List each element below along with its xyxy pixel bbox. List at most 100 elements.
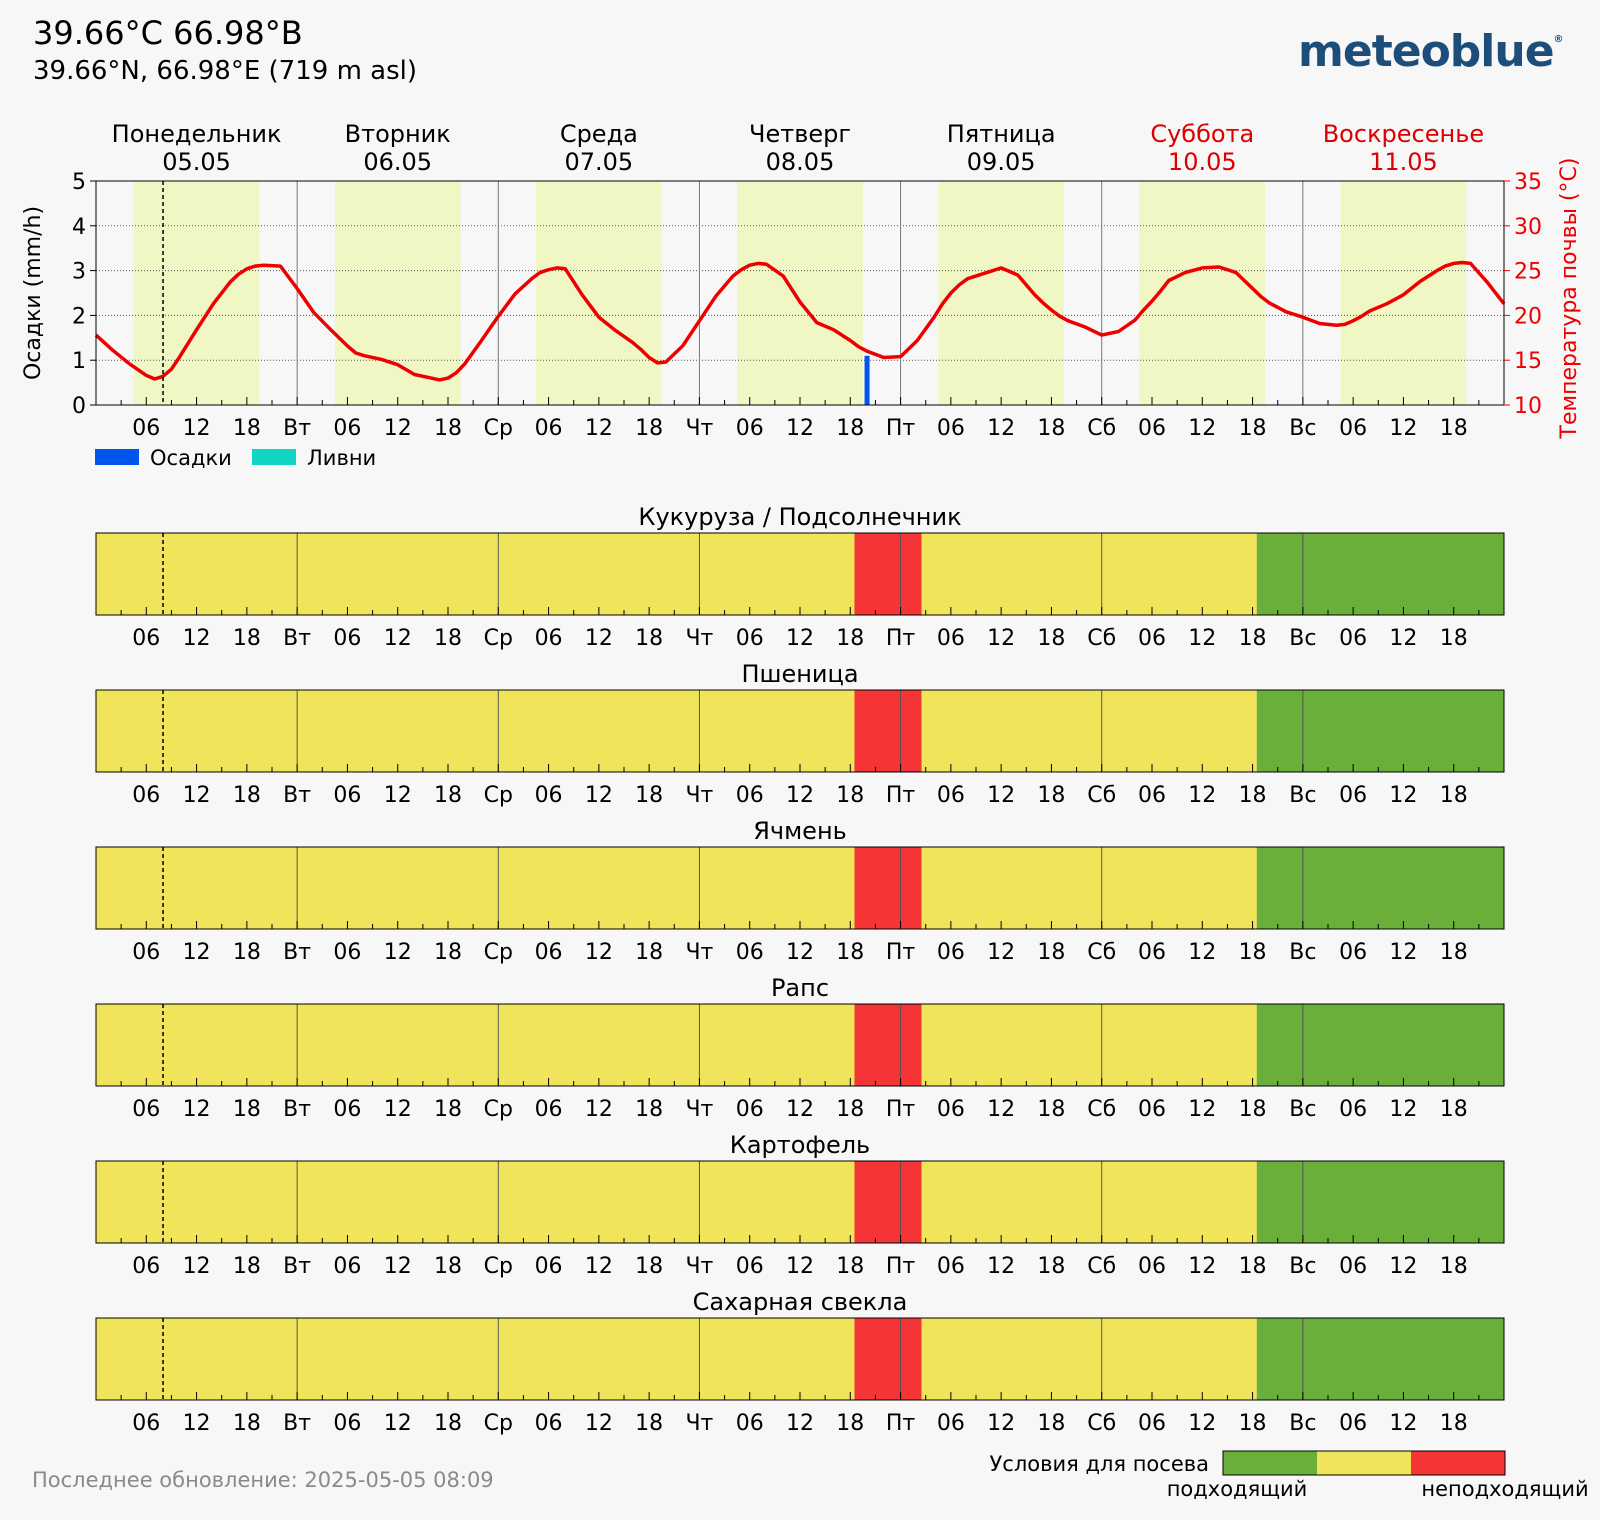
crop-1-hour-tick-label: 12: [585, 783, 613, 808]
day-date-5: 10.05: [1168, 148, 1237, 176]
crop-5-hour-tick-label: 18: [1440, 1411, 1468, 1436]
crop-0-hour-tick-label: 18: [233, 626, 261, 651]
crop-1-hour-tick-label: 06: [1339, 783, 1367, 808]
crop-5-hour-tick-label: 06: [1339, 1411, 1367, 1436]
main-hour-tick-label: 12: [585, 416, 613, 441]
crop-condition-segment: [1256, 533, 1504, 615]
crop-2-hour-tick-label: 18: [836, 940, 864, 965]
crop-5-day-tick-label: Сб: [1087, 1411, 1116, 1436]
crop-1-hour-tick-label: 12: [384, 783, 412, 808]
crop-2-day-tick-label: Чт: [685, 940, 713, 965]
crop-1-hour-tick-label: 06: [1138, 783, 1166, 808]
crop-0-hour-tick-label: 12: [1188, 626, 1216, 651]
crop-3-hour-tick-label: 06: [535, 1097, 563, 1122]
daylight-band: [133, 181, 260, 405]
crop-0-hour-tick-label: 18: [635, 626, 663, 651]
crop-2-hour-tick-label: 06: [132, 940, 160, 965]
crop-5-hour-tick-label: 12: [786, 1411, 814, 1436]
crop-3-hour-tick-label: 18: [233, 1097, 261, 1122]
crop-condition-segment: [96, 1004, 855, 1086]
crop-1-hour-tick-label: 12: [1188, 783, 1216, 808]
crop-1-hour-tick-label: 06: [937, 783, 965, 808]
crop-2-hour-tick-label: 12: [585, 940, 613, 965]
legend-unsuitable-swatch: [1411, 1451, 1505, 1475]
crop-5-hour-tick-label: 18: [1239, 1411, 1267, 1436]
crop-3-hour-tick-label: 06: [132, 1097, 160, 1122]
crop-condition-segment: [96, 690, 855, 772]
crop-5-hour-tick-label: 06: [1138, 1411, 1166, 1436]
crop-4-day-tick-label: Сб: [1087, 1254, 1116, 1279]
crop-0-hour-tick-label: 12: [384, 626, 412, 651]
day-name-2: Среда: [560, 120, 638, 148]
crop-1-hour-tick-label: 18: [434, 783, 462, 808]
crop-condition-segment: [921, 533, 1257, 615]
crop-0-hour-tick-label: 12: [183, 626, 211, 651]
crop-2-hour-tick-label: 12: [384, 940, 412, 965]
main-hour-tick-label: 18: [233, 416, 261, 441]
main-hour-tick-label: 18: [1239, 416, 1267, 441]
crop-0-hour-tick-label: 18: [836, 626, 864, 651]
main-day-tick-label: Ср: [484, 416, 513, 441]
sowing-legend-frame: [1222, 1450, 1506, 1476]
crop-2-hour-tick-label: 06: [1138, 940, 1166, 965]
main-hour-tick-label: 12: [1389, 416, 1417, 441]
crop-2-hour-tick-label: 18: [1037, 940, 1065, 965]
crop-3-hour-tick-label: 06: [736, 1097, 764, 1122]
crop-5-day-tick-label: Ср: [484, 1411, 513, 1436]
crop-condition-segment: [96, 1318, 855, 1400]
meteoblue-logo[interactable]: meteoblue®: [1298, 26, 1564, 77]
crop-condition-segment: [1256, 690, 1504, 772]
main-hour-tick-label: 18: [434, 416, 462, 441]
crop-4-hour-tick-label: 12: [183, 1254, 211, 1279]
crop-3-hour-tick-label: 18: [1440, 1097, 1468, 1122]
day-name-5: Суббота: [1150, 120, 1254, 148]
crop-5-hour-tick-label: 06: [333, 1411, 361, 1436]
crop-2-hour-tick-label: 18: [1440, 940, 1468, 965]
crop-5-day-tick-label: Вс: [1289, 1411, 1316, 1436]
crop-title-4: Картофель: [730, 1131, 870, 1159]
crop-2-hour-tick-label: 18: [1239, 940, 1267, 965]
crop-4-hour-tick-label: 06: [535, 1254, 563, 1279]
crop-1-hour-tick-label: 18: [233, 783, 261, 808]
crop-3-hour-tick-label: 06: [1339, 1097, 1367, 1122]
crop-3-hour-tick-label: 18: [836, 1097, 864, 1122]
crop-1-hour-tick-label: 18: [1037, 783, 1065, 808]
crop-5-hour-tick-label: 12: [384, 1411, 412, 1436]
crop-condition-segment: [921, 847, 1257, 929]
crop-condition-segment: [854, 1318, 922, 1400]
right-axis-tick-label: 25: [1514, 260, 1542, 285]
crop-condition-segment: [921, 1318, 1257, 1400]
crop-4-hour-tick-label: 18: [1037, 1254, 1065, 1279]
crop-5-hour-tick-label: 18: [434, 1411, 462, 1436]
crop-3-day-tick-label: Вс: [1289, 1097, 1316, 1122]
crop-3-day-tick-label: Ср: [484, 1097, 513, 1122]
crop-2-hour-tick-label: 06: [736, 940, 764, 965]
sowing-legend-title: Условия для посева: [990, 1452, 1210, 1476]
right-axis-tick-label: 15: [1514, 349, 1542, 374]
crop-0-hour-tick-label: 12: [1389, 626, 1417, 651]
crop-0-hour-tick-label: 06: [535, 626, 563, 651]
crop-title-3: Рапс: [771, 974, 829, 1002]
crop-3-hour-tick-label: 12: [585, 1097, 613, 1122]
crop-1-hour-tick-label: 12: [786, 783, 814, 808]
crop-3-hour-tick-label: 12: [183, 1097, 211, 1122]
daylight-band: [536, 181, 662, 405]
crop-3-day-tick-label: Чт: [685, 1097, 713, 1122]
crop-4-hour-tick-label: 06: [132, 1254, 160, 1279]
crop-4-hour-tick-label: 12: [987, 1254, 1015, 1279]
legend-precipitation-swatch: [95, 449, 139, 465]
crop-0-hour-tick-label: 12: [987, 626, 1015, 651]
left-axis-tick-label: 2: [72, 304, 86, 329]
crop-1-hour-tick-label: 06: [535, 783, 563, 808]
main-hour-tick-label: 12: [1188, 416, 1216, 441]
main-hour-tick-label: 06: [333, 416, 361, 441]
main-hour-tick-label: 18: [1037, 416, 1065, 441]
legend-unsuitable-label: неподходящий: [1421, 1477, 1588, 1501]
crop-condition-segment: [1256, 847, 1504, 929]
crop-2-day-tick-label: Сб: [1087, 940, 1116, 965]
crop-4-hour-tick-label: 12: [786, 1254, 814, 1279]
day-date-6: 11.05: [1369, 148, 1438, 176]
crop-5-hour-tick-label: 18: [635, 1411, 663, 1436]
crop-5-hour-tick-label: 06: [736, 1411, 764, 1436]
crop-5-hour-tick-label: 12: [1389, 1411, 1417, 1436]
